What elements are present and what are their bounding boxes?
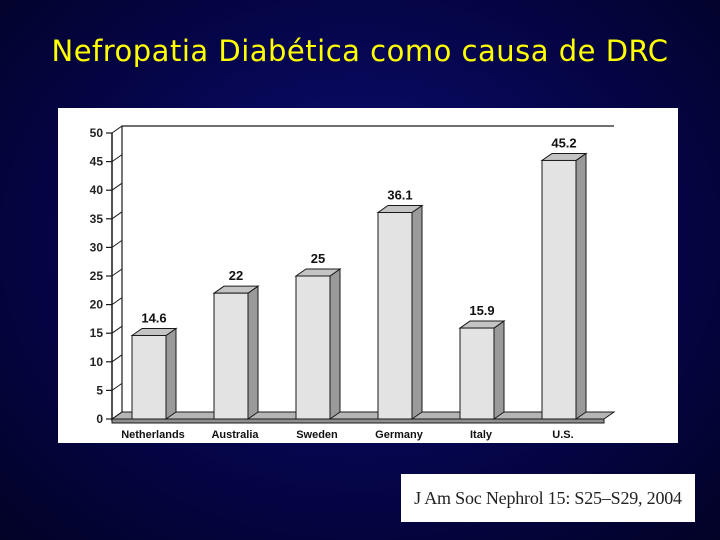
bar-u-s xyxy=(541,159,577,420)
y-tick-diagonal xyxy=(111,411,123,420)
x-tick-label: Netherlands xyxy=(121,429,185,441)
citation-box: J Am Soc Nephrol 15: S25–S29, 2004 xyxy=(401,474,695,522)
slide-title: Nefropatia Diabética como causa de DRC xyxy=(51,34,669,68)
y-tick-label: 20 xyxy=(90,298,104,312)
y-tick-diagonal xyxy=(111,211,123,220)
y-tick-label: 15 xyxy=(90,326,104,340)
y-tick-diagonal xyxy=(111,268,123,277)
chart-floor-edge xyxy=(111,418,605,424)
y-tick-label: 10 xyxy=(90,355,104,369)
bar-australia xyxy=(213,292,249,420)
y-tick-label: 40 xyxy=(90,183,104,197)
y-tick-diagonal xyxy=(111,325,123,334)
bar-chart: 0 5 10 15 20 25 30 35 40 45 50 14.6 Netherlands 22 Aus… xyxy=(90,125,616,441)
bar-side xyxy=(493,320,505,420)
data-label: 45.2 xyxy=(551,135,576,150)
bar-side xyxy=(329,268,341,420)
y-tick-diagonal xyxy=(111,154,123,163)
y-tick-label: 45 xyxy=(90,155,104,169)
bar-sweden xyxy=(295,275,331,420)
y-tick-label: 50 xyxy=(90,126,104,140)
bar-side xyxy=(247,285,259,420)
chart-panel: 0 5 10 15 20 25 30 35 40 45 50 14.6 Netherlands 22 Aus… xyxy=(58,108,678,443)
chart-back-wall xyxy=(121,125,614,412)
y-tick-diagonal xyxy=(111,125,123,134)
data-label: 25 xyxy=(311,251,325,266)
y-tick-label: 5 xyxy=(96,383,103,397)
data-label: 15.9 xyxy=(469,303,494,318)
y-tick-diagonal xyxy=(111,354,123,363)
bar-italy xyxy=(459,327,495,420)
y-tick-label: 35 xyxy=(90,212,104,226)
x-tick-label: U.S. xyxy=(552,429,573,441)
x-tick-label: Australia xyxy=(211,429,259,441)
x-tick-label: Sweden xyxy=(296,429,338,441)
data-label: 22 xyxy=(229,268,243,283)
bar-germany xyxy=(377,212,413,420)
y-tick-diagonal xyxy=(111,182,123,191)
bar-netherlands xyxy=(131,334,167,420)
bar-side xyxy=(575,152,587,420)
y-tick-label: 30 xyxy=(90,240,104,254)
y-tick-label: 0 xyxy=(96,412,103,426)
data-label: 14.6 xyxy=(141,310,166,325)
y-tick-diagonal xyxy=(111,239,123,248)
x-tick-label: Italy xyxy=(470,429,493,441)
y-tick-diagonal xyxy=(111,382,123,391)
bar-side xyxy=(165,327,177,420)
bar-side xyxy=(411,204,423,420)
y-tick-diagonal xyxy=(111,297,123,306)
chart-floor xyxy=(110,411,616,420)
citation-text: J Am Soc Nephrol 15: S25–S29, 2004 xyxy=(414,487,682,508)
y-tick-label: 25 xyxy=(90,269,104,283)
data-label: 36.1 xyxy=(387,188,412,203)
x-tick-label: Germany xyxy=(375,429,424,441)
